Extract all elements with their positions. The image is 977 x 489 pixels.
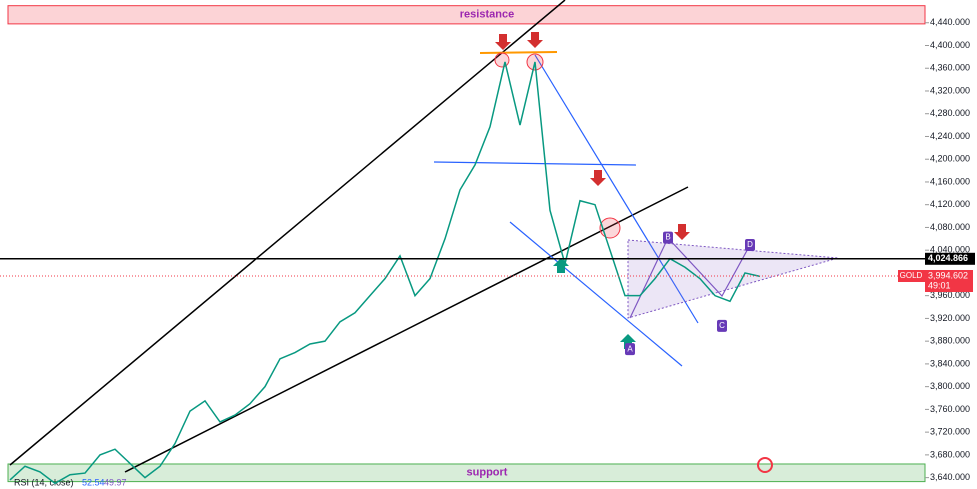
countdown: 49:01	[928, 280, 951, 290]
y-tick-label: 4,240.000	[930, 131, 970, 141]
channel-line	[509, 221, 683, 367]
y-tick-label: 3,720.000	[930, 427, 970, 437]
marker-circle	[494, 52, 510, 68]
price-badge	[925, 269, 973, 292]
price-label: 3,994.602	[928, 270, 968, 280]
level-label: 4,024.866	[928, 253, 968, 263]
y-tick-label: 3,920.000	[930, 313, 970, 323]
pattern-label: D	[747, 240, 753, 249]
pattern-label: B	[665, 233, 670, 242]
price-axis	[925, 0, 977, 489]
y-tick-label: 4,400.000	[930, 40, 970, 50]
pattern-label: C	[719, 321, 725, 330]
y-tick-label: 3,840.000	[930, 358, 970, 368]
channel-line	[433, 161, 637, 166]
abcd-path	[629, 236, 751, 319]
symbol-badge	[898, 269, 925, 282]
up-arrows	[553, 258, 636, 349]
channel-line	[534, 54, 699, 324]
y-tick-label: 4,040.000	[930, 245, 970, 255]
price-line	[9, 61, 761, 485]
pattern-point	[717, 319, 727, 332]
y-tick-label: 4,160.000	[930, 176, 970, 186]
y-tick-label: 4,080.000	[930, 222, 970, 232]
y-tick-label: 3,960.000	[930, 290, 970, 300]
y-tick-label: 4,200.000	[930, 154, 970, 164]
event-icon	[757, 457, 773, 473]
y-tick-label: 4,440.000	[930, 17, 970, 27]
indicator-value: 49.97	[104, 477, 127, 487]
trend-line	[9, 0, 566, 466]
y-tick-label: 3,880.000	[930, 336, 970, 346]
symbol-label: GOLD	[900, 271, 923, 280]
y-tick-label: 3,800.000	[930, 381, 970, 391]
y-tick-label: 4,360.000	[930, 63, 970, 73]
y-tick-label: 3,760.000	[930, 404, 970, 414]
y-tick-label: 4,280.000	[930, 108, 970, 118]
y-tick-label: 3,680.000	[930, 449, 970, 459]
pattern-point	[663, 231, 673, 244]
zone	[7, 5, 926, 25]
top-line	[479, 51, 558, 54]
level-badge	[925, 252, 975, 265]
y-tick-label: 3,640.000	[930, 472, 970, 482]
pattern-label: A	[627, 344, 633, 353]
y-tick-label: 4,320.000	[930, 85, 970, 95]
trend-line	[124, 186, 689, 473]
down-arrows	[495, 32, 690, 240]
triangle	[627, 239, 839, 319]
pattern-point	[625, 343, 635, 356]
zone-label: support	[467, 467, 508, 479]
indicator-label: RSI (14, close)	[14, 477, 74, 487]
zone-label: resistance	[460, 9, 514, 21]
zone	[7, 463, 926, 483]
pattern-point	[745, 239, 755, 252]
indicator-value: 52.54	[82, 477, 105, 487]
y-tick-label: 4,120.000	[930, 199, 970, 209]
